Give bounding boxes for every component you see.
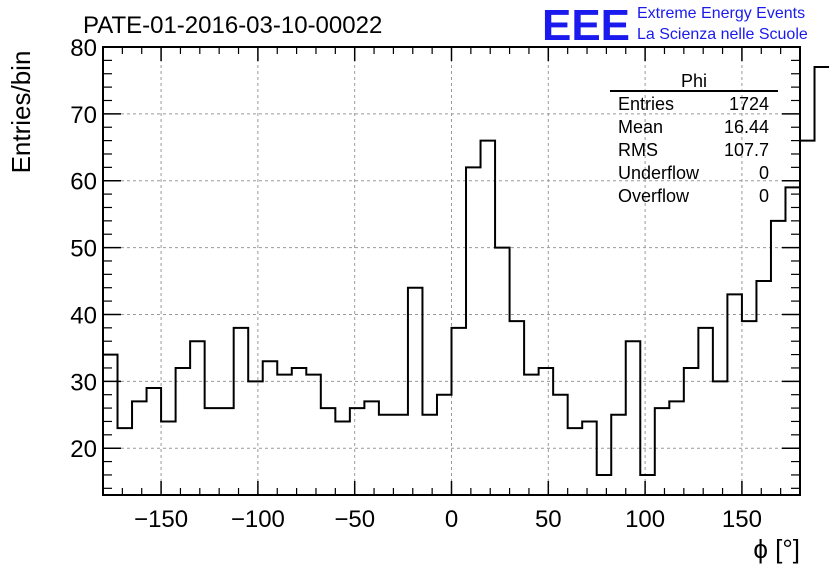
stats-box-title: Phi [681,71,707,91]
histogram-bin [147,388,162,495]
histogram-bin [350,408,365,495]
histogram-bin [190,341,205,495]
histogram-bin [452,328,467,495]
stats-box: Phi Entries 1724 Mean 16.44 RMS 107.7 Underflo… [610,71,778,206]
histogram-bin [437,395,452,495]
histogram-bin [568,428,583,495]
histogram-bin [481,141,496,495]
histogram-bin [219,408,234,495]
x-tick-label: 50 [535,506,562,533]
histogram-bin [306,375,321,495]
eee-logo: EEE Extreme Energy Events La Scienza nel… [542,1,808,50]
stats-row-label: Entries [618,94,674,114]
histogram-bin [422,415,437,495]
histogram-bin [626,341,641,495]
y-tick-label: 40 [70,302,97,329]
histogram-bin [524,375,539,495]
histogram-bin [321,408,336,495]
stats-row-label: Mean [618,117,663,137]
histogram-bin [800,141,815,495]
y-tick-label: 30 [70,369,97,396]
histogram-bin [408,288,423,495]
axis-ticks [102,46,801,495]
histogram-outline [103,66,830,476]
chart-title: PATE-01-2016-03-10-00022 [83,12,382,39]
histogram-bin [655,408,670,495]
histogram-bin [727,294,742,495]
y-tick-labels: 20 30 40 50 60 70 80 [70,35,97,463]
histogram-bin [335,421,350,495]
histogram-bin [234,328,249,495]
histogram-bin [393,415,408,495]
y-tick-label: 50 [70,236,97,263]
grid-lines [103,47,800,495]
histogram-bin [510,321,525,495]
histogram-bin [611,415,626,495]
histogram-bin [132,401,147,495]
histogram-bin [815,67,830,495]
histogram-bin [118,428,133,495]
stats-row-label: Overflow [618,186,690,206]
histogram-bin [713,381,728,495]
histogram-bin [771,221,786,495]
histogram-bin [756,281,771,495]
x-tick-label: −150 [134,506,188,533]
x-tick-label: 150 [722,506,762,533]
x-tick-label: −50 [334,506,375,533]
stats-row-label: RMS [618,140,658,160]
histogram-bin [364,401,379,495]
histogram-bin [277,375,292,495]
histogram-bin [597,475,612,495]
histogram-bin [292,368,307,495]
stats-row-value: 107.7 [724,140,769,160]
y-tick-label: 80 [70,35,97,62]
histogram-bin [495,248,510,495]
x-tick-label: −100 [231,506,285,533]
eee-logo-text: EEE [542,1,630,50]
histogram-bin [103,355,118,495]
stats-row-value: 0 [759,163,769,183]
y-tick-label: 20 [70,436,97,463]
x-tick-label: 0 [445,506,458,533]
header-line-1: Extreme Energy Events [637,5,805,22]
histogram-bin [539,368,554,495]
histogram-bin [161,421,176,495]
y-tick-label: 70 [70,102,97,129]
stats-row-label: Underflow [618,163,700,183]
histogram-bin [669,401,684,495]
histogram-bin [263,361,278,495]
y-tick-label: 60 [70,169,97,196]
histogram-bin [379,415,394,495]
histogram-bin [205,408,220,495]
stats-row-value: 16.44 [724,117,769,137]
histogram-bin [553,395,568,495]
x-tick-labels: −150 −100 −50 0 50 100 150 [134,506,762,533]
histogram-bin [176,368,191,495]
stats-row-value: 0 [759,186,769,206]
histogram-bin [742,321,757,495]
x-tick-label: 100 [625,506,665,533]
x-axis-label: ϕ [°] [753,534,800,564]
histogram-bin [684,368,699,495]
histogram-bin [582,421,597,495]
header-line-2: La Scienza nelle Scuole [637,26,808,43]
stats-row-value: 1724 [729,94,769,114]
y-axis-label: Entries/bin [6,51,36,174]
histogram-bin [248,381,263,495]
histogram-bin [640,475,655,495]
histogram-bin [698,328,713,495]
histogram-bin [466,167,481,495]
